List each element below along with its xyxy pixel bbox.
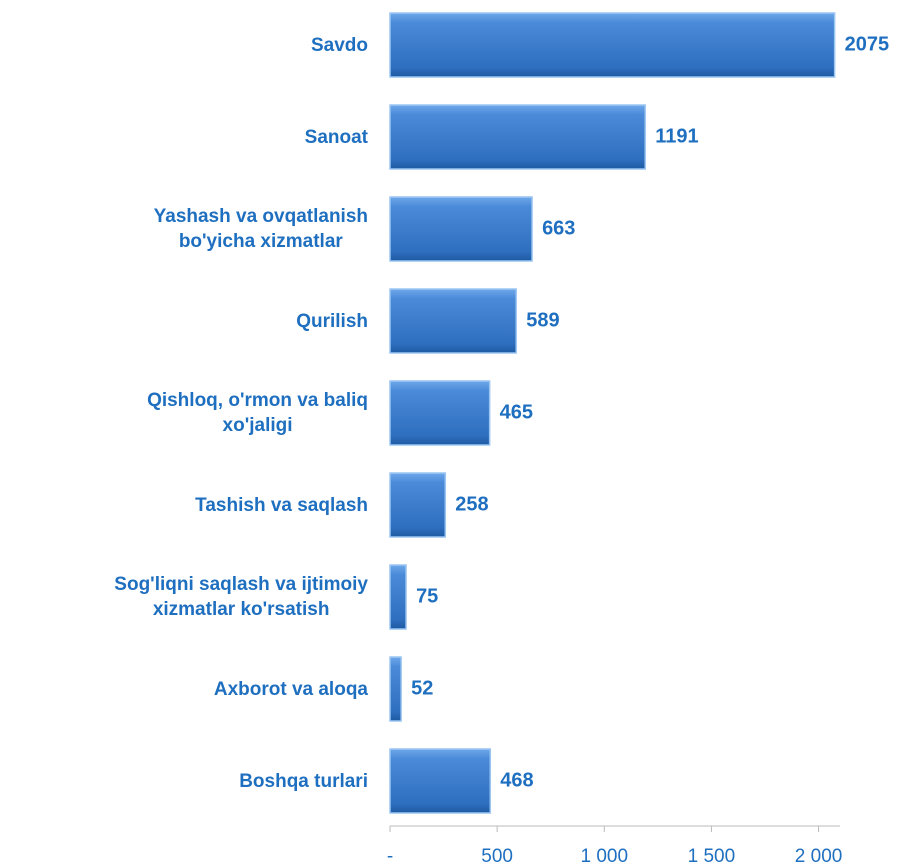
bar	[389, 472, 447, 538]
category-label: Axborot va aloqa	[213, 678, 368, 700]
category-label-box: Yashash va ovqatlanish bo'yicha xizmatla…	[154, 189, 368, 269]
value-label: 465	[500, 401, 533, 423]
category-label: Tashish va saqlash	[195, 494, 368, 516]
category-label: Sanoat	[304, 126, 368, 148]
category-label-box: Qishloq, o'rmon va baliq xo'jaligi	[147, 373, 368, 453]
bar	[389, 288, 517, 354]
bar	[389, 12, 836, 78]
x-tick-label: 2 000	[795, 846, 843, 867]
value-label: 258	[455, 493, 488, 515]
category-label-box: Sog'liqni saqlash va ijtimoiy xizmatlar …	[114, 557, 368, 637]
category-label: Qurilish	[296, 310, 368, 332]
bar	[389, 564, 407, 630]
bar	[389, 656, 402, 722]
bar	[389, 748, 492, 814]
value-label: 589	[526, 309, 559, 331]
category-label: Sog'liqni saqlash va ijtimoiy xizmatlar …	[114, 574, 368, 620]
category-label-box: Qurilish	[296, 281, 368, 361]
category-label-box: Savdo	[311, 5, 368, 85]
x-tick-label: 1 500	[688, 846, 736, 867]
value-label: 2075	[845, 33, 890, 55]
value-label: 468	[500, 769, 533, 791]
bar	[389, 380, 491, 446]
x-tick-label: 500	[481, 846, 513, 867]
category-label-box: Axborot va aloqa	[214, 649, 368, 729]
bar	[389, 104, 646, 170]
category-label: Qishloq, o'rmon va baliq xo'jaligi	[147, 390, 368, 436]
value-label: 663	[542, 217, 575, 239]
x-tick-label: -	[387, 846, 393, 867]
value-label: 52	[411, 677, 433, 699]
x-tick-label: 1 000	[581, 846, 629, 867]
category-label-box: Boshqa turlari	[239, 741, 368, 821]
value-label: 1191	[655, 125, 698, 147]
category-label: Savdo	[310, 34, 368, 56]
category-label-box: Tashish va saqlash	[195, 465, 368, 545]
bar	[389, 196, 533, 262]
category-label: Boshqa turlari	[239, 770, 368, 792]
value-label: 75	[416, 585, 438, 607]
category-label: Yashash va ovqatlanish bo'yicha xizmatla…	[153, 206, 368, 252]
category-label-box: Sanoat	[305, 97, 368, 177]
